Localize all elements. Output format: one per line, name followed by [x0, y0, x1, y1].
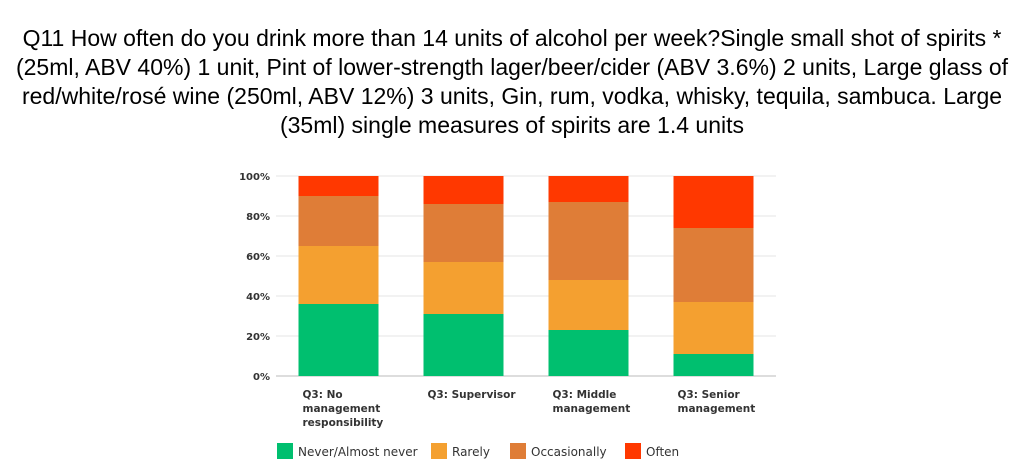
legend-item: Occasionally	[510, 443, 607, 459]
bar-segment-often	[298, 176, 379, 196]
x-category-label: Q3: Middle management	[553, 389, 631, 415]
legend-item: Never/Almost never	[277, 443, 418, 459]
y-axis-ticks: 0% 20% 40% 60% 80% 100%	[239, 172, 270, 383]
legend-label: Often	[646, 445, 679, 459]
bar-segment-occasionally	[423, 204, 504, 262]
bars	[298, 176, 754, 376]
legend-swatch	[431, 443, 447, 459]
legend-label: Rarely	[452, 445, 490, 459]
bar-segment-occasionally	[298, 196, 379, 246]
bar-segment-occasionally	[673, 228, 754, 302]
legend: Never/Almost never Rarely Occasionally Ofte…	[277, 443, 679, 459]
bar-segment-rarely	[548, 280, 629, 330]
bar-segment-often	[548, 176, 629, 202]
bar-segment-often	[423, 176, 504, 204]
x-category-label: Q3: No management responsibility	[303, 389, 384, 429]
legend-item: Rarely	[431, 443, 490, 459]
bar-segment-rarely	[673, 302, 754, 354]
y-tick-label: 20%	[246, 332, 270, 343]
bar-stack	[298, 176, 379, 376]
x-category-label: Q3: Senior management	[678, 389, 756, 415]
y-tick-label: 40%	[246, 292, 270, 303]
y-tick-label: 60%	[246, 252, 270, 263]
x-axis-categories: Q3: No management responsibility Q3: Superv…	[303, 389, 756, 429]
bar-stack	[423, 176, 504, 376]
bar-segment-often	[673, 176, 754, 228]
bar-stack	[548, 176, 629, 376]
bar-segment-occasionally	[548, 202, 629, 280]
legend-item: Often	[625, 443, 679, 459]
chart-title: Q11 How often do you drink more than 14 …	[15, 25, 1009, 138]
legend-swatch	[277, 443, 293, 459]
x-category-label: Q3: Supervisor	[428, 389, 517, 401]
bar-segment-never-almost-never	[423, 314, 504, 376]
bar-segment-never-almost-never	[673, 354, 754, 376]
bar-segment-never-almost-never	[548, 330, 629, 376]
y-tick-label: 100%	[239, 172, 270, 183]
legend-label: Never/Almost never	[298, 445, 418, 459]
bar-segment-never-almost-never	[298, 304, 379, 376]
bar-stack	[673, 176, 754, 376]
y-tick-label: 0%	[253, 372, 270, 383]
y-tick-label: 80%	[246, 212, 270, 223]
legend-swatch	[510, 443, 526, 459]
bar-segment-rarely	[423, 262, 504, 314]
legend-swatch	[625, 443, 641, 459]
legend-label: Occasionally	[531, 445, 607, 459]
bar-segment-rarely	[298, 246, 379, 304]
